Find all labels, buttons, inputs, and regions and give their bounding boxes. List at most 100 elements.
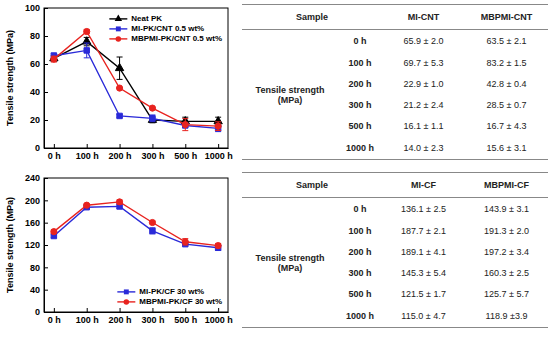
- error-bar-cap: [84, 43, 90, 44]
- table-row: 500 h121.5 ± 1.7125.7 ± 5.7: [242, 284, 548, 305]
- legend-label: MI-PK/CF 30 wt%: [139, 287, 204, 296]
- plot-frame: [44, 178, 228, 312]
- y-tick-mark: [44, 8, 48, 9]
- x-tick: 500 h: [174, 144, 197, 161]
- marker: [149, 105, 155, 111]
- x-tick-mark: [185, 144, 186, 148]
- series: [51, 28, 221, 130]
- error-bar: [149, 115, 155, 122]
- table-cell: 14.0 ± 2.3: [382, 137, 465, 159]
- row-group-label: Tensile strength (MPa): [242, 30, 338, 160]
- x-axis: 0 h100 h200 h300 h500 h1000 h: [45, 144, 233, 161]
- y-tick-mark: [44, 290, 48, 291]
- x-tick-label: 1000 h: [205, 151, 233, 161]
- y-axis: 020406080100: [25, 3, 48, 153]
- table-cell: 118.9 ±3.9: [465, 305, 548, 327]
- y-tick-label: 200: [25, 196, 40, 206]
- table-row: Tensile strength (MPa)0 h65.9 ± 2.063.5 …: [242, 30, 548, 52]
- marker: [149, 219, 155, 225]
- marker: [84, 202, 90, 208]
- y-axis-line: [44, 9, 45, 149]
- table-cell: 143.9 ± 3.1: [465, 198, 548, 220]
- error-bar: [84, 43, 90, 58]
- table-cell: 189.1 ± 4.1: [382, 241, 465, 262]
- table-cell: 42.8 ± 0.4: [465, 73, 548, 94]
- x-tick-label: 500 h: [174, 315, 197, 325]
- y-tick-label: 60: [30, 59, 40, 69]
- y-tick-label: 0: [35, 307, 40, 317]
- row-label: 300 h: [338, 94, 382, 115]
- series: [50, 37, 223, 126]
- y-axis-title: Tensile strength (MPa): [5, 197, 15, 293]
- x-tick-label: 500 h: [174, 151, 197, 161]
- row-label: 200 h: [338, 73, 382, 94]
- error-bar: [149, 228, 155, 234]
- header-cell: MI-CNT: [382, 5, 465, 30]
- marker: [51, 229, 57, 235]
- y-tick-mark: [44, 120, 48, 121]
- error-bar: [215, 243, 221, 247]
- x-tick-mark: [218, 308, 219, 312]
- plot-area: [50, 28, 223, 131]
- y-tick-mark: [44, 178, 48, 179]
- marker: [182, 122, 188, 128]
- header-cell: MBPMI-CF: [465, 173, 548, 198]
- figure: 0204060801000 h100 h200 h300 h500 h1000 …: [0, 0, 552, 338]
- row-label: 100 h: [338, 52, 382, 73]
- y-tick-label: 240: [25, 173, 40, 183]
- y-tick-label: 100: [25, 3, 40, 13]
- table-row: 1000 h115.0 ± 4.7118.9 ±3.9: [242, 305, 548, 327]
- error-bar-cap: [182, 118, 188, 119]
- error-bar-cap: [84, 57, 90, 58]
- error-bar: [182, 239, 188, 245]
- x-tick-label: 100 h: [76, 315, 99, 325]
- marker: [182, 239, 188, 245]
- table-cell: 121.5 ± 1.7: [382, 284, 465, 305]
- table-cell: 160.3 ± 2.5: [465, 262, 548, 283]
- row-label: 100 h: [338, 220, 382, 241]
- series-line: [54, 202, 218, 246]
- table-row: Tensile strength (MPa)0 h136.1 ± 2.5143.…: [242, 198, 548, 220]
- y-tick: 200: [25, 196, 48, 206]
- x-tick-label: 0 h: [48, 315, 61, 325]
- x-axis-line: [45, 312, 229, 313]
- x-axis-line: [45, 148, 229, 149]
- marker: [150, 228, 155, 233]
- y-tick-mark: [44, 245, 48, 246]
- marker: [51, 56, 57, 62]
- legend-marker: [124, 299, 130, 305]
- x-tick-label: 200 h: [109, 151, 132, 161]
- table-row: 100 h187.7 ± 2.1191.3 ± 2.0: [242, 220, 548, 241]
- legend-item: MI-PK/CF 30 wt%: [117, 287, 204, 296]
- row-label: 1000 h: [338, 137, 382, 159]
- y-tick-label: 80: [30, 31, 40, 41]
- y-axis-title: Tensile strength (MPa): [5, 30, 15, 126]
- series-line: [54, 42, 218, 122]
- legend-item: Neat PK: [109, 14, 162, 23]
- y-tick: 80: [30, 31, 48, 41]
- x-tick: 0 h: [48, 144, 61, 161]
- x-tick-mark: [152, 308, 153, 312]
- row-label: 200 h: [338, 241, 382, 262]
- legend-marker: [124, 289, 129, 294]
- error-bar: [215, 122, 221, 131]
- x-tick: 100 h: [76, 308, 99, 325]
- marker: [117, 113, 122, 118]
- legend-label: MBPMI-PK/CNT 0.5 wt%: [131, 34, 222, 43]
- x-tick: 200 h: [109, 144, 132, 161]
- x-tick-label: 300 h: [141, 315, 164, 325]
- header-row: SampleMI-CFMBPMI-CF: [242, 173, 548, 198]
- x-tick-label: 1000 h: [205, 315, 233, 325]
- table-cell: 63.5 ± 2.1: [465, 30, 548, 52]
- y-tick: 100: [25, 3, 48, 13]
- table-cell: 28.5 ± 0.7: [465, 94, 548, 115]
- x-tick-label: 300 h: [141, 151, 164, 161]
- legend-marker: [116, 26, 121, 31]
- y-tick-label: 0: [35, 143, 40, 153]
- marker: [116, 85, 122, 91]
- y-tick: 80: [30, 263, 48, 273]
- table-row: 1000 h14.0 ± 2.315.6 ± 3.1: [242, 137, 548, 159]
- legend-label: MI-PK/CNT 0.5 wt%: [131, 24, 204, 33]
- table-cell: 69.7 ± 5.3: [382, 52, 465, 73]
- x-tick-label: 200 h: [109, 315, 132, 325]
